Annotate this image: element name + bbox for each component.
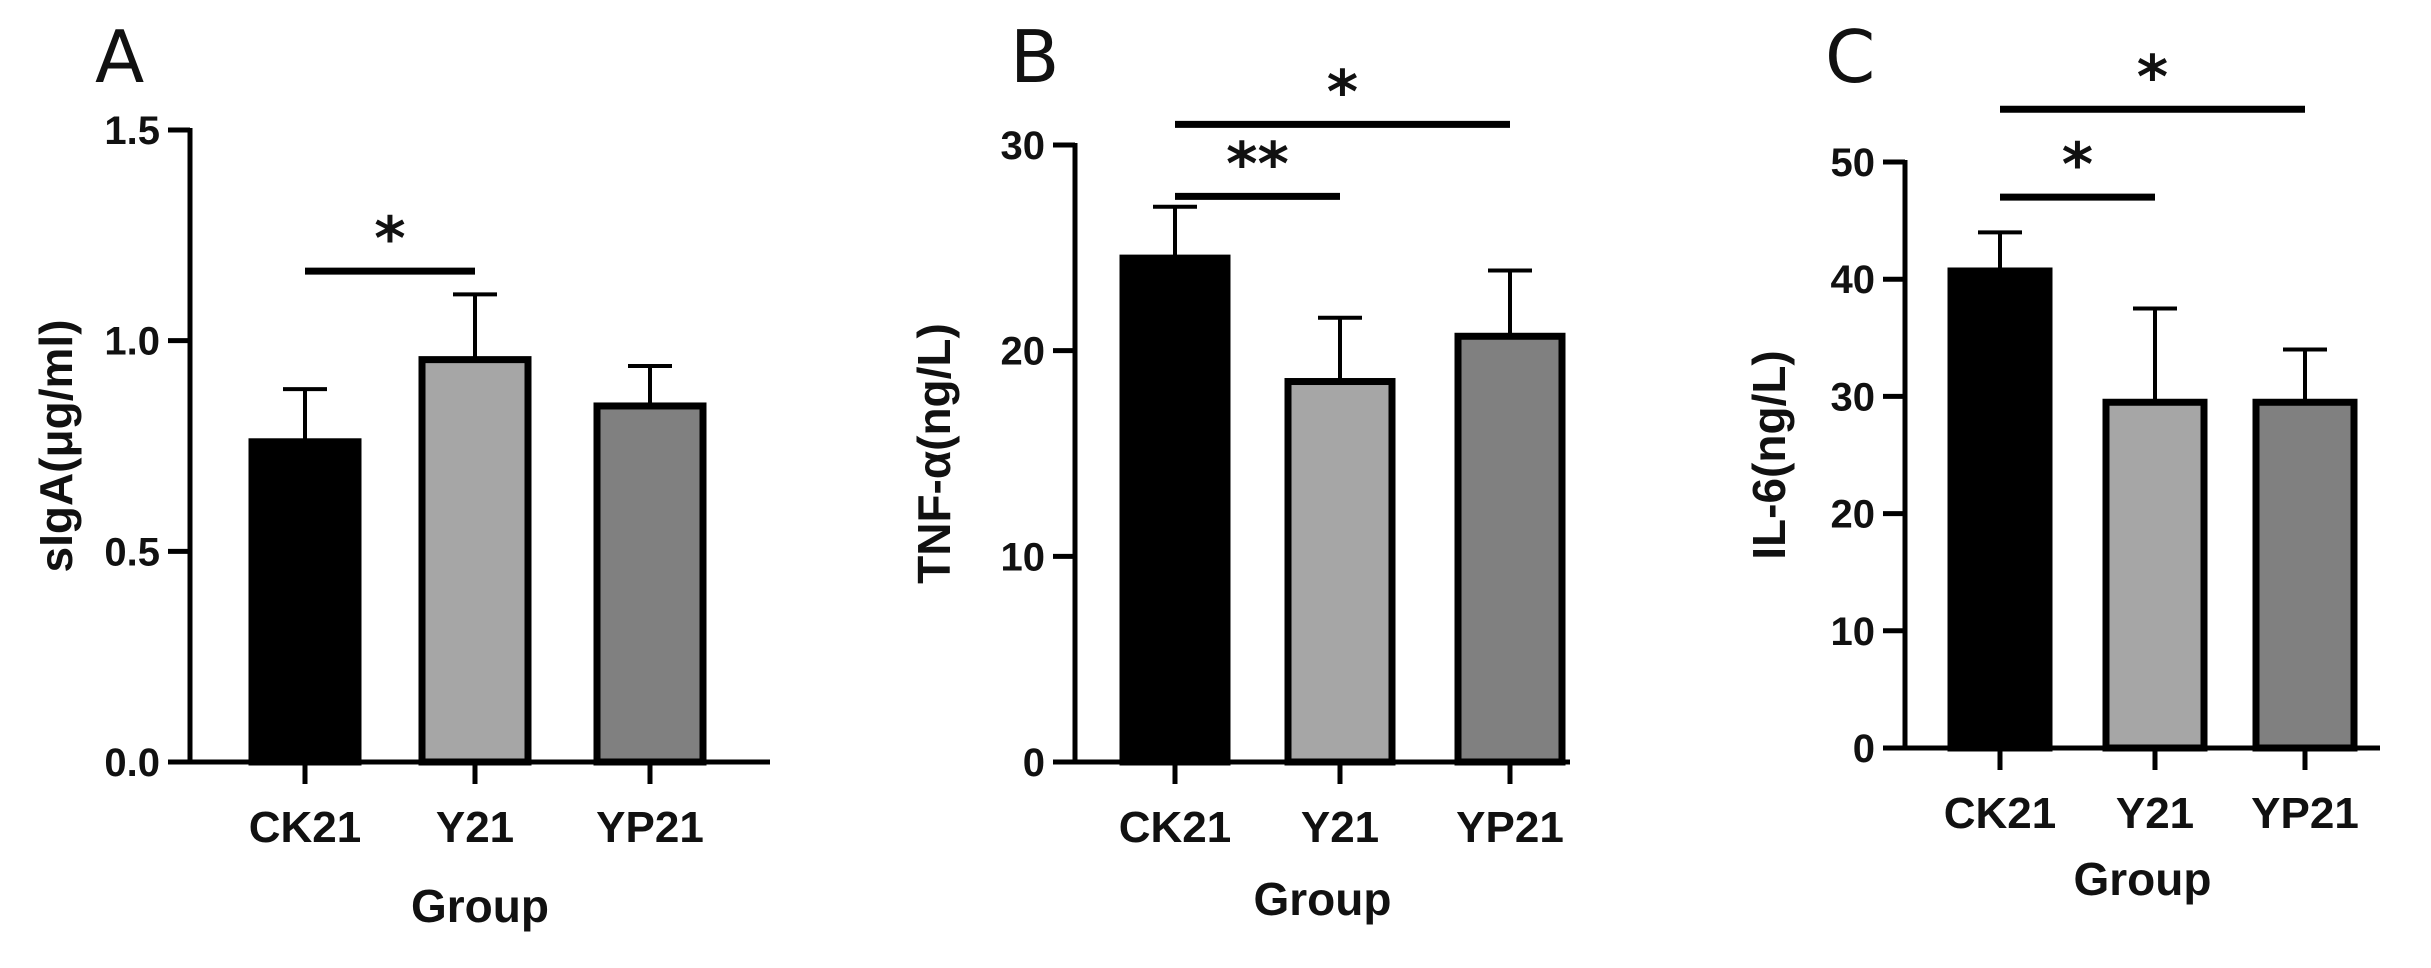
bar-yp21 — [593, 402, 707, 766]
significance-label: * — [2137, 42, 2168, 112]
panel-letter: C — [1825, 15, 1875, 99]
y-tick-label: 30 — [1001, 124, 1046, 168]
x-tick-label-yp21: YP21 — [596, 803, 704, 852]
x-tick-label-yp21: YP21 — [1456, 803, 1564, 852]
y-tick-label: 50 — [1831, 141, 1876, 185]
y-tick-label: 0 — [1023, 741, 1045, 785]
y-tick-label: 40 — [1831, 258, 1876, 302]
y-tick-label: 30 — [1831, 375, 1876, 419]
y-tick-label: 10 — [1001, 535, 1046, 579]
panel-c: C 0 10 20 30 40 50 CK21 Y21 YP21 Group IL-6(ng/L) * * — [1743, 15, 2380, 905]
significance-bracket: ** — [1175, 129, 1340, 200]
error-bar-yp21 — [2283, 347, 2327, 403]
significance-bracket: * — [2000, 130, 2155, 201]
y-tick-label: 10 — [1831, 610, 1876, 654]
significance-bracket: * — [1175, 57, 1510, 128]
error-bar-ck21 — [283, 387, 327, 442]
significance-label: * — [2062, 130, 2093, 200]
y-tick-label: 1.5 — [104, 109, 160, 153]
y-tick-label: 0.0 — [104, 741, 160, 785]
panel-letter: A — [95, 15, 144, 99]
y-tick-label: 20 — [1831, 493, 1876, 537]
y-axis-title: TNF-α(ng/L) — [908, 323, 960, 584]
panel-letter: B — [1010, 15, 1059, 99]
bar-y21 — [2102, 398, 2208, 752]
error-bar-yp21 — [1488, 268, 1532, 337]
significance-bracket: * — [2000, 42, 2305, 113]
bar-yp21 — [2252, 398, 2358, 752]
error-bar-yp21 — [628, 363, 672, 406]
x-tick-label-y21: Y21 — [436, 803, 514, 852]
y-tick-label: 0.5 — [104, 530, 160, 574]
error-bar-ck21 — [1153, 204, 1197, 259]
significance-label: * — [374, 204, 405, 274]
x-tick-label-ck21: CK21 — [1119, 803, 1232, 852]
y-axis-title: IL-6(ng/L) — [1743, 350, 1795, 560]
significance-label: * — [1327, 57, 1358, 127]
x-axis-title: Group — [1254, 873, 1392, 925]
x-tick-label-y21: Y21 — [1301, 803, 1379, 852]
y-tick-label: 0 — [1853, 727, 1875, 771]
x-tick-label-ck21: CK21 — [249, 803, 362, 852]
bar-ck21 — [1947, 267, 2053, 752]
x-tick-label-y21: Y21 — [2116, 789, 2194, 838]
bar-y21 — [1284, 378, 1396, 766]
x-tick-label-yp21: YP21 — [2251, 789, 2359, 838]
y-axis-title: sIgA(μg/ml) — [30, 319, 82, 572]
significance-bracket: * — [305, 204, 475, 275]
error-bar-y21 — [453, 292, 497, 360]
x-axis-title: Group — [2074, 853, 2212, 905]
error-bar-y21 — [1318, 315, 1362, 382]
error-bar-y21 — [2133, 306, 2177, 403]
x-tick-label-ck21: CK21 — [1944, 789, 2057, 838]
error-bar-ck21 — [1978, 230, 2022, 271]
bar-yp21 — [1454, 332, 1566, 766]
bar-ck21 — [1119, 254, 1231, 766]
panel-a: A 0.0 0.5 1.0 1.5 CK21 Y21 YP21 Group sIgA(μg/ml)… — [30, 15, 770, 932]
bar-y21 — [418, 356, 532, 766]
bar-ck21 — [248, 438, 362, 766]
y-tick-label: 1.0 — [104, 320, 160, 364]
significance-label: ** — [1226, 129, 1289, 199]
x-axis-title: Group — [411, 880, 549, 932]
y-tick-label: 20 — [1001, 330, 1046, 374]
